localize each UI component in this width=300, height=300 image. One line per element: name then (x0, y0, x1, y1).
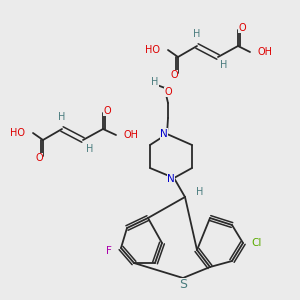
Text: H: H (220, 60, 228, 70)
Text: Cl: Cl (252, 238, 262, 248)
Text: OH: OH (258, 47, 273, 57)
Text: F: F (106, 246, 112, 256)
Text: N: N (160, 129, 168, 139)
Text: H: H (196, 187, 204, 197)
Text: O: O (103, 106, 111, 116)
Text: H: H (151, 77, 159, 87)
Text: HO: HO (145, 45, 160, 55)
Text: O: O (238, 23, 246, 33)
Text: O: O (170, 70, 178, 80)
Text: OH: OH (124, 130, 139, 140)
Text: O: O (35, 153, 43, 163)
Text: H: H (193, 29, 201, 39)
Text: H: H (86, 144, 94, 154)
Text: HO: HO (10, 128, 25, 138)
Text: O: O (164, 87, 172, 97)
Text: N: N (167, 174, 175, 184)
Text: S: S (179, 278, 187, 292)
Text: H: H (58, 112, 66, 122)
